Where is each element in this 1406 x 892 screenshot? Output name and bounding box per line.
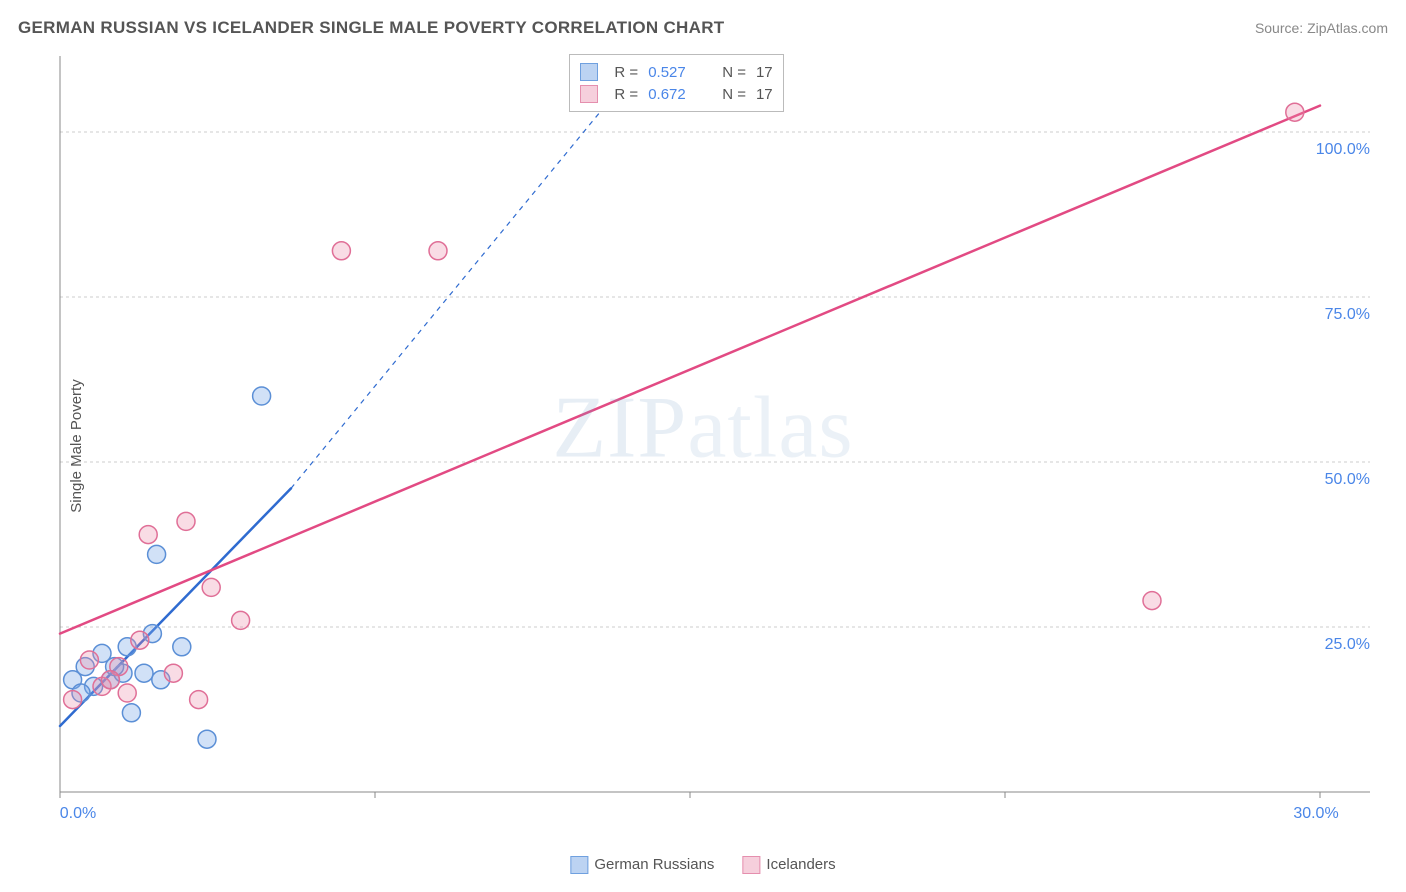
scatter-point — [135, 664, 153, 682]
n-label: N = — [722, 64, 746, 81]
scatter-point — [232, 611, 250, 629]
legend-item: German Russians — [570, 856, 714, 874]
svg-text:30.0%: 30.0% — [1293, 805, 1338, 820]
scatter-point — [64, 691, 82, 709]
r-label: R = — [614, 86, 638, 103]
source-label: Source: ZipAtlas.com — [1255, 20, 1388, 36]
series-legend: German Russians Icelanders — [570, 856, 835, 874]
scatter-point — [332, 242, 350, 260]
scatter-point — [122, 704, 140, 722]
scatter-point — [173, 638, 191, 656]
svg-text:0.0%: 0.0% — [60, 805, 96, 820]
legend-row: R = 0.527 N = 17 — [580, 61, 772, 83]
chart-title: GERMAN RUSSIAN VS ICELANDER SINGLE MALE … — [18, 18, 724, 38]
scatter-point — [202, 578, 220, 596]
scatter-point — [101, 671, 119, 689]
scatter-point — [80, 651, 98, 669]
legend-swatch — [580, 85, 598, 103]
plot-svg: 25.0% 50.0% 75.0% 100.0% 0.0% 30.0% — [52, 50, 1378, 820]
svg-text:100.0%: 100.0% — [1316, 141, 1370, 158]
n-value: 17 — [756, 64, 773, 81]
scatter-point — [118, 684, 136, 702]
scatter-point — [429, 242, 447, 260]
scatter-plot: 25.0% 50.0% 75.0% 100.0% 0.0% 30.0% — [52, 50, 1378, 820]
scatter-point — [198, 730, 216, 748]
svg-text:25.0%: 25.0% — [1325, 636, 1370, 653]
scatter-point — [190, 691, 208, 709]
scatter-point — [177, 512, 195, 530]
svg-text:75.0%: 75.0% — [1325, 306, 1370, 323]
legend-row: R = 0.672 N = 17 — [580, 83, 772, 105]
legend-item: Icelanders — [742, 856, 835, 874]
legend-label: German Russians — [594, 856, 714, 873]
correlation-legend: R = 0.527 N = 17 R = 0.672 N = 17 — [569, 54, 783, 112]
n-value: 17 — [756, 86, 773, 103]
scatter-point — [253, 387, 271, 405]
scatter-point — [1143, 592, 1161, 610]
legend-swatch — [742, 856, 760, 874]
r-label: R = — [614, 64, 638, 81]
r-value: 0.672 — [648, 86, 700, 103]
legend-swatch — [570, 856, 588, 874]
legend-label: Icelanders — [766, 856, 835, 873]
chart-header: GERMAN RUSSIAN VS ICELANDER SINGLE MALE … — [18, 18, 1388, 38]
scatter-point — [164, 664, 182, 682]
n-label: N = — [722, 86, 746, 103]
scatter-point — [148, 545, 166, 563]
r-value: 0.527 — [648, 64, 700, 81]
scatter-point — [139, 526, 157, 544]
svg-text:50.0%: 50.0% — [1325, 471, 1370, 488]
scatter-point — [1286, 103, 1304, 121]
scatter-point — [131, 631, 149, 649]
legend-swatch — [580, 63, 598, 81]
